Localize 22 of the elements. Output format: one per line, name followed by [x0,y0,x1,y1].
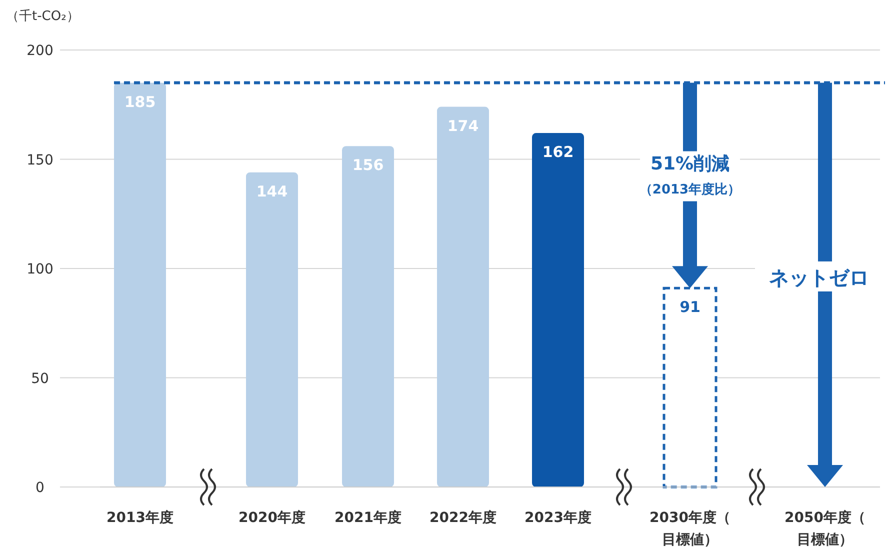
y-axis-title: （千t-CO₂） [6,9,80,24]
annotation: ネットゼロ [769,265,869,290]
y-tick-label: 50 [31,370,49,387]
data-label: 156 [352,156,384,174]
data-label: 185 [124,92,156,111]
annotation: 51%削減 [650,153,730,174]
x-tick-label: 2021年度 [334,509,402,526]
x-tick-label: 2050年度（目標値） [784,509,866,548]
x-tick-label: 2023年度 [524,509,592,526]
x-tick-label: 2013年度 [106,509,174,526]
data-label: 91 [680,298,700,316]
y-tick-label: 100 [26,262,54,278]
x-tick-label: 2030年度（目標値） [650,509,730,548]
x-tick-label: 2020年度 [238,509,306,526]
y-tick-label: 150 [26,152,54,168]
data-label: 144 [256,182,288,200]
y-tick-label: 200 [26,43,54,59]
data-label: 174 [447,116,479,135]
x-tick-label: 2022年度 [430,509,496,526]
y-tick-label: 0 [36,480,44,496]
data-label: 162 [542,143,574,162]
annotation: （2013年度比） [639,181,741,198]
